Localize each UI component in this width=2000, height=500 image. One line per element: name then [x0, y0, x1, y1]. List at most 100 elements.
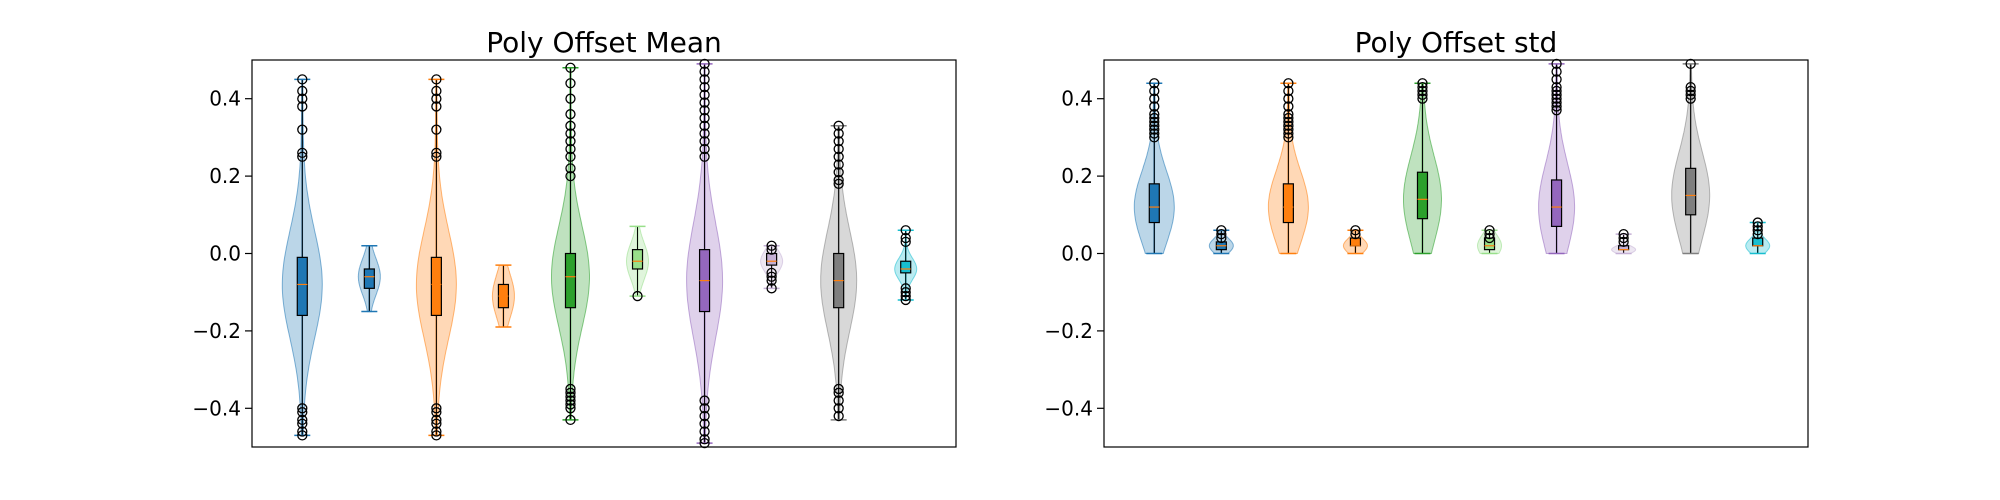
mean-outlier-point — [431, 403, 442, 414]
std-outlier-point — [1752, 221, 1763, 232]
mean-outlier-point — [632, 290, 643, 302]
mean-outlier-point — [766, 240, 777, 251]
mean-outlier-point — [565, 414, 576, 426]
std-y-tick-label: 0.0 — [1061, 242, 1093, 266]
mean-y-tick-label: 0.4 — [209, 87, 241, 111]
mean-outlier-point — [766, 275, 777, 286]
mean-outlier-point — [297, 418, 308, 429]
mean-chart-y-axis: −0.4 −0.2 0.0 0.2 0.4 — [192, 87, 252, 420]
mean-outlier-point — [565, 62, 576, 73]
mean-outlier-point — [297, 93, 308, 104]
mean-violin-2 — [357, 245, 381, 313]
mean-outlier-point — [699, 128, 710, 139]
std-outlier-point — [1551, 97, 1562, 108]
std-chart-plot-area — [1133, 58, 1771, 255]
mean-outlier-point — [900, 236, 911, 248]
mean-outlier-point — [699, 120, 710, 131]
mean-outlier-point — [900, 287, 911, 298]
std-chart-panel: Poly Offset std −0.4 −0.2 0.0 0.2 0.4 — [1044, 26, 1809, 448]
mean-outlier-point — [699, 81, 710, 93]
mean-outlier-point — [766, 271, 777, 282]
mean-outlier-point — [699, 426, 710, 437]
mean-iqr-box — [900, 260, 912, 274]
mean-outlier-point — [833, 151, 844, 162]
mean-outlier-point — [833, 403, 844, 414]
mean-outlier-point — [699, 151, 710, 162]
mean-outlier-point — [297, 403, 308, 414]
std-outlier-point — [1551, 85, 1562, 97]
mean-iqr-box — [631, 249, 644, 270]
mean-outlier-point — [699, 66, 710, 77]
std-iqr-box — [1416, 171, 1429, 220]
std-outlier-point — [1216, 225, 1227, 236]
mean-outlier-point — [565, 120, 576, 131]
std-outlier-point — [1417, 81, 1428, 93]
std-outlier-point — [1551, 105, 1562, 116]
mean-outlier-point — [833, 120, 844, 131]
mean-outlier-point — [431, 101, 442, 112]
mean-outlier-point — [297, 426, 308, 437]
std-violin-10 — [1745, 217, 1771, 255]
mean-outlier-point — [565, 151, 576, 162]
std-violin-2 — [1208, 225, 1234, 255]
std-y-tick-label: −0.2 — [1044, 319, 1093, 343]
std-outlier-point — [1685, 89, 1696, 100]
mean-y-tick-label: −0.4 — [192, 396, 241, 420]
std-violin-3 — [1267, 78, 1309, 255]
mean-violin-8 — [760, 240, 784, 294]
mean-outlier-point — [699, 403, 710, 414]
mean-outlier-point — [699, 395, 710, 406]
std-iqr-box — [1148, 183, 1160, 224]
std-chart-y-axis: −0.4 −0.2 0.0 0.2 0.4 — [1044, 87, 1104, 420]
mean-violin-1 — [281, 74, 323, 441]
std-outlier-point — [1216, 228, 1227, 240]
std-y-tick-label: 0.4 — [1061, 87, 1093, 111]
std-outlier-point — [1685, 58, 1696, 70]
std-y-tick-label: −0.4 — [1044, 396, 1093, 420]
mean-outlier-point — [297, 430, 308, 441]
std-outlier-point — [1484, 228, 1495, 240]
std-outlier-point — [1283, 128, 1294, 139]
mean-violin-10 — [894, 225, 918, 306]
std-chart-frame — [1103, 59, 1809, 448]
mean-outlier-point — [699, 97, 710, 108]
mean-outlier-point — [699, 418, 710, 429]
mean-violin-5 — [551, 62, 590, 426]
mean-outlier-point — [699, 112, 710, 124]
std-outlier-point — [1551, 101, 1562, 112]
std-outlier-point — [1417, 93, 1428, 104]
std-outlier-point — [1216, 232, 1227, 244]
mean-outlier-point — [699, 74, 710, 85]
mean-y-tick-label: −0.2 — [192, 319, 241, 343]
mean-outlier-point — [565, 128, 576, 139]
std-violin-7 — [1538, 58, 1576, 255]
std-violin-1 — [1133, 78, 1175, 255]
mean-outlier-point — [565, 143, 576, 155]
std-outlier-point — [1685, 93, 1696, 104]
mean-outlier-point — [431, 418, 442, 429]
std-outlier-point — [1752, 217, 1763, 228]
mean-outlier-point — [565, 163, 576, 174]
mean-outlier-point — [699, 434, 710, 445]
mean-outlier-point — [297, 74, 308, 85]
mean-outlier-point — [565, 395, 576, 406]
mean-outlier-point — [565, 109, 576, 120]
mean-outlier-point — [699, 58, 710, 70]
std-outlier-point — [1417, 89, 1428, 100]
mean-violin-4 — [491, 264, 515, 328]
mean-iqr-box — [564, 252, 577, 309]
std-iqr-box — [1550, 179, 1563, 228]
std-outlier-point — [1149, 124, 1160, 135]
std-outlier-point — [1551, 93, 1562, 104]
mean-violin-6 — [626, 225, 649, 302]
mean-outlier-point — [699, 143, 710, 155]
std-outlier-point — [1149, 78, 1160, 89]
mean-outlier-point — [297, 101, 308, 112]
mean-violin-7 — [686, 58, 724, 449]
mean-outlier-point — [833, 395, 844, 406]
mean-outlier-point — [431, 430, 442, 441]
mean-outlier-point — [431, 151, 442, 162]
mean-outlier-point — [766, 267, 777, 279]
std-outlier-point — [1685, 81, 1696, 93]
